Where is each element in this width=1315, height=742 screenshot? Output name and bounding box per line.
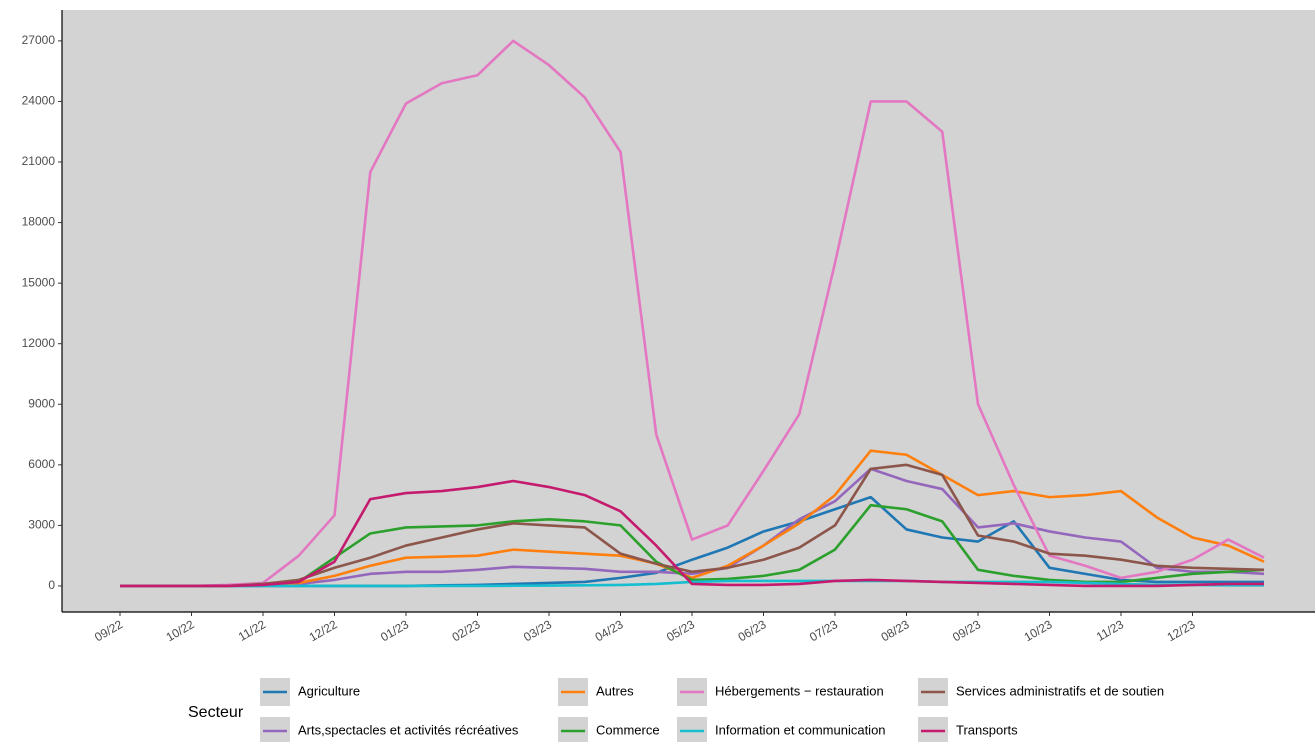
- legend-key-bg: [918, 717, 948, 742]
- x-tick-label: 10/22: [164, 617, 197, 644]
- legend-label: Arts,spectacles et activités récréatives: [298, 722, 519, 737]
- x-tick-label: 06/23: [736, 617, 769, 644]
- series-line: [120, 479, 1264, 588]
- series-line: [120, 39, 1265, 588]
- y-tick-label: 12000: [22, 336, 56, 350]
- legend-key-bg: [558, 717, 588, 742]
- y-tick-label: 0: [48, 578, 55, 592]
- y-tick-label: 15000: [22, 275, 56, 289]
- x-tick-label: 11/23: [1094, 617, 1127, 644]
- legend-label: Hébergements − restauration: [715, 683, 884, 698]
- x-tick-label: 09/22: [92, 617, 125, 644]
- legend-label: Information et communication: [715, 722, 886, 737]
- y-tick-label: 3000: [28, 518, 55, 532]
- x-tick-label: 01/23: [378, 617, 411, 644]
- x-tick-label: 02/23: [450, 617, 483, 644]
- lines: [120, 39, 1265, 588]
- x-tick-label: 09/23: [950, 617, 983, 644]
- x-tick-label: 04/23: [593, 617, 626, 644]
- x-tick-label: 11/22: [236, 617, 269, 644]
- x-tick-label: 12/23: [1165, 617, 1198, 644]
- plot-background: [62, 10, 1315, 612]
- legend-label: Autres: [596, 683, 634, 698]
- y-tick-label: 18000: [22, 215, 56, 229]
- series-line: [120, 449, 1265, 588]
- x-tick-label: 03/23: [521, 617, 554, 644]
- series-line: [120, 579, 1264, 588]
- legend-label: Transports: [956, 722, 1018, 737]
- legend-label: Commerce: [596, 722, 660, 737]
- y-tick-label: 27000: [22, 33, 56, 47]
- x-tick-label: 10/23: [1022, 617, 1055, 644]
- y-tick-label: 24000: [22, 94, 56, 108]
- legend-key-bg: [677, 717, 707, 742]
- x-tick-label: 12/22: [307, 617, 340, 644]
- legend-label: Agriculture: [298, 683, 360, 698]
- legend-title: Secteur: [188, 704, 244, 721]
- y-tick-label: 21000: [22, 154, 56, 168]
- x-tick-label: 07/23: [807, 617, 840, 644]
- series-line: [120, 467, 1265, 588]
- y-tick-label: 6000: [28, 457, 55, 471]
- x-tick-label: 08/23: [879, 617, 912, 644]
- x-tick-label: 05/23: [664, 617, 697, 644]
- y-tick-label: 9000: [28, 396, 55, 410]
- legend-label: Services administratifs et de soutien: [956, 683, 1164, 698]
- legend-key-bg: [260, 717, 290, 742]
